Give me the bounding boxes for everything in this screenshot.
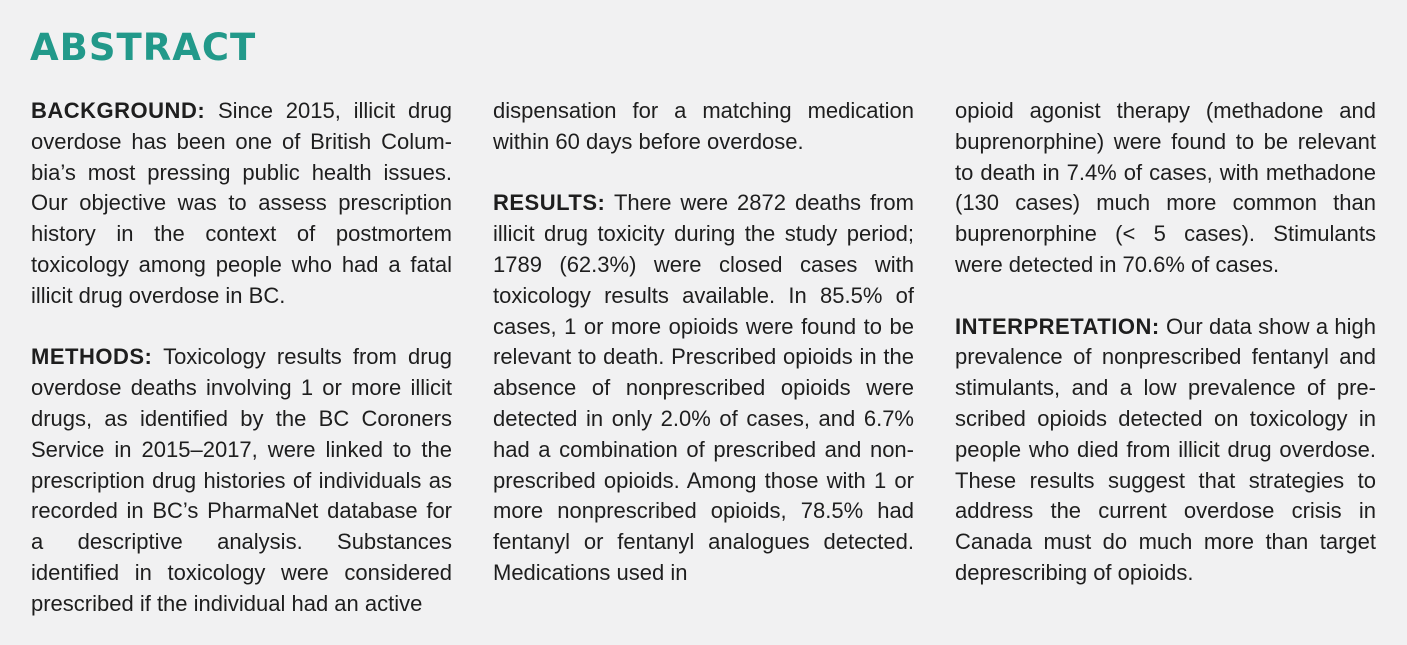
results-continued: opioid agonist therapy (methadone and bu…	[955, 98, 1376, 277]
methods-label: METHODS:	[31, 344, 153, 370]
column-1: BACKGROUND: Since 2015, illicit drug ove…	[31, 96, 452, 620]
methods-continued: dispensation for a matching medication w…	[493, 98, 914, 154]
background-label: BACKGROUND:	[31, 98, 206, 123]
interpretation-label: INTERPRETATION:	[955, 313, 1160, 339]
results-label: RESULTS:	[493, 190, 606, 216]
methods-paragraph: METHODS: Toxicology results from drug ov…	[31, 342, 452, 619]
column-3: opioid agonist therapy (methadone and bu…	[955, 96, 1376, 589]
interpretation-paragraph: INTERPRETATION: Our data show a high pre…	[955, 312, 1376, 589]
results-text: There were 2872 deaths from illicit drug…	[493, 190, 914, 585]
interpretation-text: Our data show a high prevalence of nonpr…	[955, 313, 1376, 585]
background-text: Since 2015, illicit drug overdose has be…	[31, 98, 452, 308]
abstract-heading: ABSTRACT	[30, 26, 257, 69]
column-2: dispensation for a matching medication w…	[493, 96, 914, 589]
methods-text: Toxicology results from drug overdose de…	[31, 344, 452, 616]
background-paragraph: BACKGROUND: Since 2015, illicit drug ove…	[31, 96, 452, 312]
results-paragraph: RESULTS: There were 2872 deaths from ill…	[493, 188, 914, 588]
